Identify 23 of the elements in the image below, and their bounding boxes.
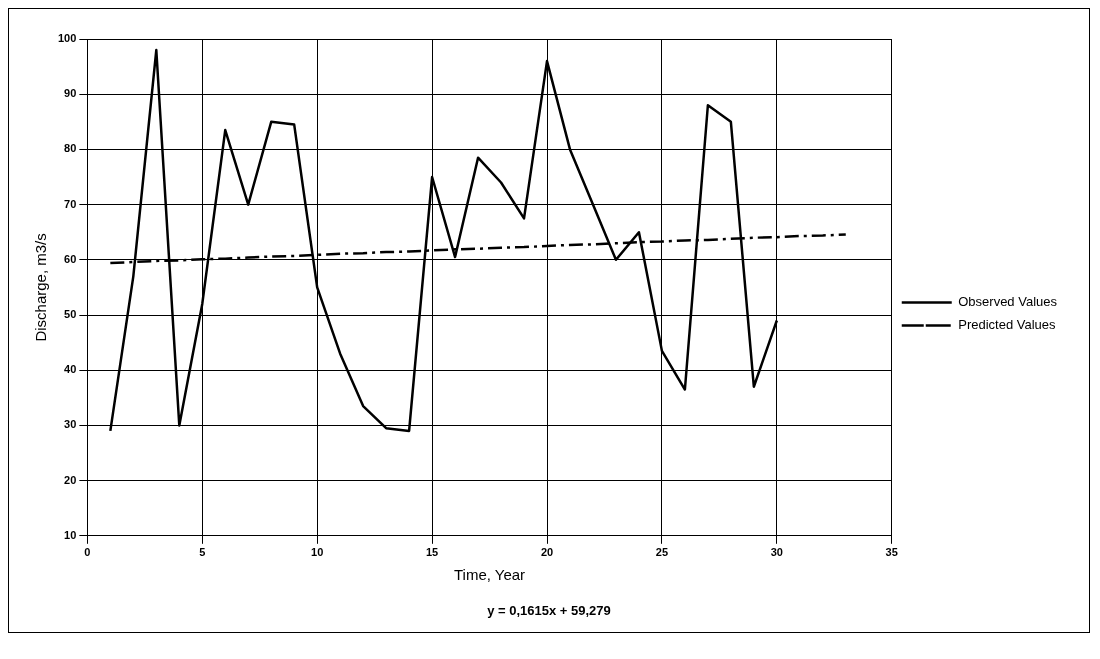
y-tick-label: 10 xyxy=(64,528,77,541)
x-tick-label: 35 xyxy=(885,546,898,559)
text: y = 0,1615x + 59,279 xyxy=(486,602,612,620)
y-tick-label: 50 xyxy=(64,308,77,321)
y-tick-label: 70 xyxy=(64,197,77,210)
y-tick-label: 60 xyxy=(64,252,77,265)
x-axis-title: Time, Year xyxy=(453,566,526,584)
y-axis-title: Discharge, m3/s xyxy=(32,233,50,342)
legend-label: Observed Values xyxy=(958,294,1058,310)
legend-label: Predicted Values xyxy=(958,317,1057,333)
x-tick-label: 5 xyxy=(199,546,206,559)
x-tick-label: 20 xyxy=(540,546,554,559)
y-tick-label: 40 xyxy=(64,363,77,376)
y-tick-label: 30 xyxy=(64,418,77,431)
x-tick-label: 0 xyxy=(84,546,91,559)
x-tick-label: 30 xyxy=(770,546,783,559)
y-tick-label: 90 xyxy=(64,87,77,100)
y-tick-label: 100 xyxy=(57,32,77,45)
y-tick-label: 20 xyxy=(64,473,77,486)
x-tick-label: 10 xyxy=(311,546,324,559)
y-tick-label: 80 xyxy=(64,142,77,155)
x-tick-label: 25 xyxy=(655,546,669,559)
x-tick-label: 15 xyxy=(425,546,439,559)
